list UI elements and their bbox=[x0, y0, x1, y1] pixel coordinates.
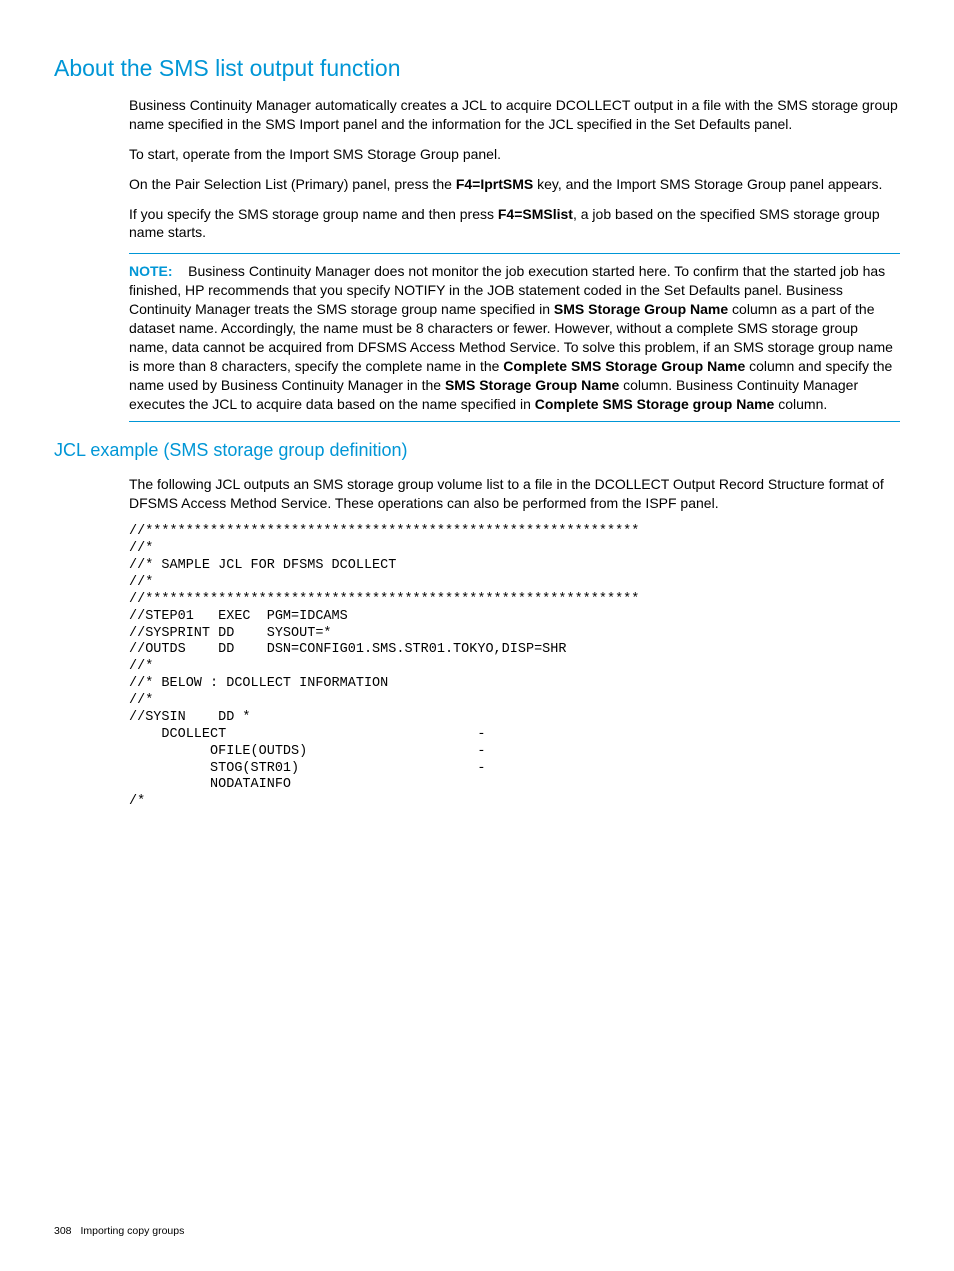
column-name: Complete SMS Storage group Name bbox=[535, 396, 775, 412]
paragraph: The following JCL outputs an SMS storage… bbox=[129, 475, 900, 513]
column-name: Complete SMS Storage Group Name bbox=[503, 358, 745, 374]
column-name: SMS Storage Group Name bbox=[445, 377, 619, 393]
paragraph: To start, operate from the Import SMS St… bbox=[129, 145, 900, 164]
text-run: If you specify the SMS storage group nam… bbox=[129, 206, 498, 222]
text-run bbox=[173, 263, 185, 279]
footer-text: Importing copy groups bbox=[80, 1225, 184, 1237]
note-block: NOTE: Business Continuity Manager does n… bbox=[129, 253, 900, 422]
page-number: 308 bbox=[54, 1225, 72, 1237]
text-run: On the Pair Selection List (Primary) pan… bbox=[129, 176, 456, 192]
note-label: NOTE: bbox=[129, 263, 173, 279]
text-run: column. bbox=[774, 396, 827, 412]
section-heading: About the SMS list output function bbox=[54, 55, 900, 82]
page-footer: 308 Importing copy groups bbox=[54, 1225, 184, 1237]
paragraph: Business Continuity Manager automaticall… bbox=[129, 96, 900, 134]
code-block: //**************************************… bbox=[129, 524, 900, 811]
text-run: key, and the Import SMS Storage Group pa… bbox=[533, 176, 882, 192]
note-paragraph: NOTE: Business Continuity Manager does n… bbox=[129, 262, 900, 413]
subsection-body: The following JCL outputs an SMS storage… bbox=[129, 475, 900, 811]
paragraph: On the Pair Selection List (Primary) pan… bbox=[129, 175, 900, 194]
key-name: F4=SMSlist bbox=[498, 206, 573, 222]
section-body: Business Continuity Manager automaticall… bbox=[129, 96, 900, 422]
key-name: F4=IprtSMS bbox=[456, 176, 533, 192]
subsection-heading: JCL example (SMS storage group definitio… bbox=[54, 440, 900, 461]
paragraph: If you specify the SMS storage group nam… bbox=[129, 205, 900, 243]
column-name: SMS Storage Group Name bbox=[554, 301, 728, 317]
